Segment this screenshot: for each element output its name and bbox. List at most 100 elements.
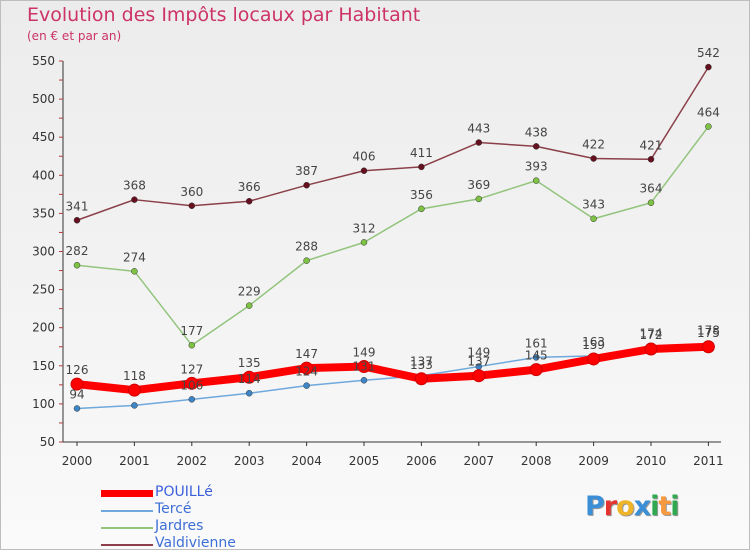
y-tick-label: 50: [40, 435, 55, 449]
point-pouill-: [587, 352, 601, 366]
point-valdivienne: [245, 197, 253, 205]
point-terc-: [188, 396, 196, 403]
legend-swatch: [101, 490, 153, 497]
point-jardres: [475, 195, 483, 203]
point-valdivienne: [131, 196, 138, 203]
point-valdivienne: [188, 202, 196, 210]
data-label-pouill-: 133: [410, 358, 433, 372]
data-label-pouill-: 127: [180, 362, 203, 376]
data-label-jardres: 288: [295, 240, 318, 254]
logo-letter: i: [650, 491, 659, 522]
data-label-terc-: 131: [353, 359, 376, 373]
y-tick-label: 500: [32, 92, 55, 106]
point-jardres: [705, 123, 712, 130]
x-tick-label: 2008: [521, 454, 552, 468]
data-label-valdivienne: 387: [295, 164, 318, 178]
y-tick-label: 200: [32, 321, 55, 335]
point-jardres: [532, 177, 540, 184]
data-label-pouill-: 175: [697, 326, 720, 340]
x-tick-label: 2007: [464, 454, 495, 468]
data-label-pouill-: 145: [525, 349, 548, 363]
point-valdivienne: [418, 163, 425, 171]
point-terc-: [532, 354, 540, 361]
data-label-pouill-: 172: [640, 328, 663, 342]
point-pouill-: [529, 363, 543, 377]
y-tick-label: 350: [32, 206, 55, 220]
data-label-pouill-: 126: [66, 363, 89, 377]
legend-label: Valdivienne: [155, 535, 236, 551]
point-jardres: [590, 215, 597, 222]
axes: 50 100 150 200 250 300 350 400 450 500 550 2000 2001…: [32, 54, 724, 468]
data-label-jardres: 393: [525, 160, 548, 174]
data-label-valdivienne: 366: [238, 180, 261, 194]
point-pouill-: [70, 377, 84, 391]
data-label-pouill-: 149: [353, 346, 376, 360]
point-valdivienne: [360, 167, 368, 174]
legend-swatch: [101, 527, 153, 529]
data-label-jardres: 343: [582, 198, 605, 212]
x-tick-label: 2005: [349, 454, 380, 468]
y-tick-label: 300: [32, 245, 55, 259]
data-label-terc-: 163: [582, 335, 605, 349]
point-valdivienne: [705, 63, 712, 71]
x-tick-label: 2011: [693, 454, 724, 468]
chart-subtitle: (en € et par an): [27, 29, 122, 43]
data-label-jardres: 312: [353, 221, 376, 235]
data-label-terc-: 124: [295, 365, 318, 379]
chart-title: Evolution des Impôts locaux par Habitant: [27, 4, 421, 26]
data-label-terc-: 161: [525, 336, 548, 350]
x-tick-label: 2006: [406, 454, 437, 468]
data-label-jardres: 369: [467, 178, 490, 192]
data-label-jardres: 364: [640, 182, 663, 196]
x-tick-label: 2002: [177, 454, 208, 468]
point-valdivienne: [647, 156, 655, 163]
point-valdivienne: [73, 217, 81, 224]
data-label-valdivienne: 438: [525, 125, 548, 139]
point-jardres: [73, 261, 81, 269]
data-label-pouill-: 147: [295, 347, 318, 361]
point-jardres: [418, 205, 425, 213]
point-pouill-: [414, 372, 428, 386]
data-label-valdivienne: 341: [66, 199, 89, 213]
data-label-valdivienne: 360: [180, 185, 203, 199]
data-label-jardres: 356: [410, 188, 433, 202]
data-label-pouill-: 118: [123, 369, 146, 383]
y-tick-label: 550: [32, 54, 55, 68]
legend-label: Jardres: [155, 518, 204, 534]
data-label-terc-: 106: [180, 378, 203, 392]
point-jardres: [245, 302, 253, 309]
series-line-pouill-: [73, 342, 713, 395]
data-label-valdivienne: 443: [467, 122, 490, 136]
point-terc-: [73, 405, 81, 412]
point-valdivienne: [590, 155, 597, 162]
point-pouill-: [242, 370, 256, 384]
point-jardres: [131, 268, 138, 275]
y-tick-label: 400: [32, 168, 55, 182]
x-tick-label: 2000: [62, 454, 93, 468]
data-label-valdivienne: 422: [582, 138, 605, 152]
data-label-jardres: 282: [66, 244, 89, 258]
data-label-terc-: 174: [640, 327, 663, 341]
data-label-terc-: 114: [238, 372, 261, 386]
logo-letter: r: [603, 491, 617, 522]
point-jardres: [188, 341, 196, 349]
y-tick-label: 450: [32, 130, 55, 144]
series-line-valdivienne: [76, 66, 710, 222]
point-pouill-: [701, 340, 715, 354]
point-jardres: [360, 239, 368, 246]
data-label-jardres: 229: [238, 285, 261, 299]
data-label-terc-: 137: [410, 355, 433, 369]
x-tick-label: 2009: [578, 454, 609, 468]
data-label-terc-: 149: [467, 346, 490, 360]
data-label-jardres: 177: [180, 324, 203, 338]
logo-letter: i: [670, 491, 679, 522]
x-tick-label: 2010: [636, 454, 667, 468]
point-pouill-: [185, 376, 199, 390]
data-label-valdivienne: 421: [640, 138, 663, 152]
y-tick-label: 100: [32, 397, 55, 411]
point-jardres: [303, 257, 310, 264]
data-label-valdivienne: 406: [353, 150, 376, 164]
